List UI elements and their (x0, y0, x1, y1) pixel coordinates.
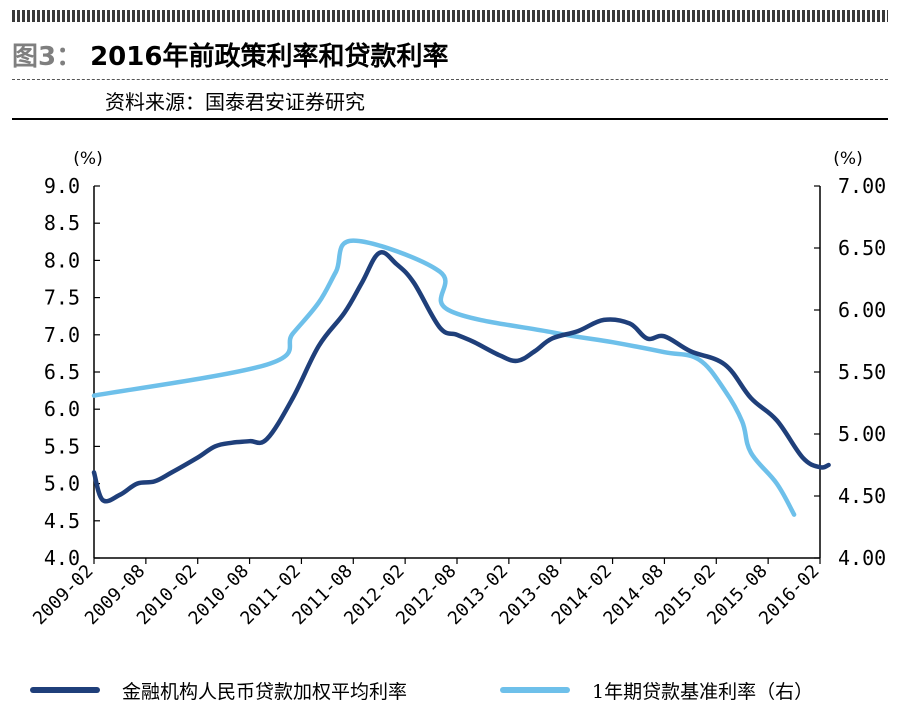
left-axis-tick-label: 6.5 (44, 360, 80, 384)
right-axis-tick-label: 4.50 (838, 484, 886, 508)
left-axis-tick-label: 8.0 (44, 248, 80, 272)
right-axis-tick-label: 6.00 (838, 298, 886, 322)
right-axis-unit: (%) (833, 149, 862, 169)
series-line-benchmark-rate (91, 238, 797, 517)
left-axis-tick-label: 5.0 (44, 472, 80, 496)
left-axis-unit: (%) (73, 149, 102, 169)
right-axis-tick-label: 5.50 (838, 360, 886, 384)
right-axis-tick-label: 7.00 (838, 174, 886, 198)
left-axis-tick-label: 9.0 (44, 174, 80, 198)
left-axis-tick-label: 5.5 (44, 434, 80, 458)
legend-item-loan-rate: 金融机构人民币贷款加权平均利率 (30, 672, 407, 708)
right-axis-tick-label: 4.00 (838, 546, 886, 570)
left-axis-tick-label: 7.5 (44, 286, 80, 310)
legend-swatch-dark (30, 687, 100, 693)
right-axis-tick-label: 5.00 (838, 422, 886, 446)
legend-label-loan-rate: 金融机构人民币贷款加权平均利率 (122, 680, 408, 703)
title-divider (12, 79, 888, 80)
title-row: 图3： 2016年前政策利率和贷款利率 (12, 34, 448, 74)
chart-legend: 金融机构人民币贷款加权平均利率 1年期贷款基准利率（右） (0, 672, 900, 708)
series-line-weighted-loan-rate (91, 250, 831, 504)
source-note: 资料来源：国泰君安证券研究 (105, 90, 365, 114)
legend-swatch-light (500, 687, 570, 693)
left-axis-tick-label: 7.0 (44, 323, 80, 347)
header-dash-bar (12, 10, 888, 22)
legend-item-benchmark: 1年期贷款基准利率（右） (500, 672, 813, 708)
legend-label-benchmark: 1年期贷款基准利率（右） (592, 680, 814, 703)
right-axis-tick-label: 6.50 (838, 236, 886, 260)
left-axis-tick-label: 8.5 (44, 211, 80, 235)
chart-title: 2016年前政策利率和贷款利率 (90, 41, 449, 72)
figure-label: 图3： (12, 41, 83, 72)
left-axis-tick-label: 6.0 (44, 397, 80, 421)
left-axis-tick-label: 4.5 (44, 509, 80, 533)
left-axis-tick-label: 4.0 (44, 546, 80, 570)
source-divider (12, 118, 888, 120)
